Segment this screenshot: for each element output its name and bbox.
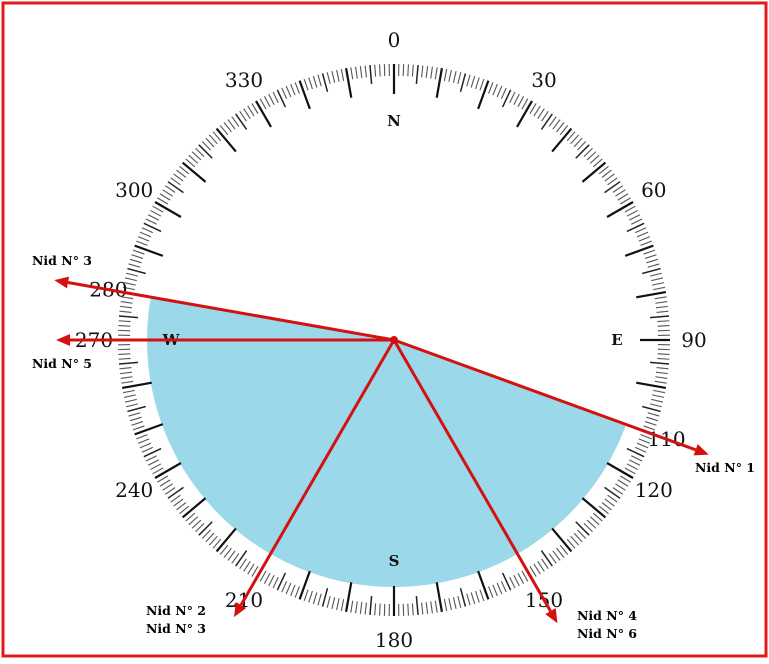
tick-3 (408, 64, 409, 76)
degree-label-30: 30 (531, 68, 556, 92)
degree-label-180: 180 (375, 628, 413, 652)
nest-label-150-1: Nid N° 4 (577, 608, 637, 623)
tick-87 (658, 326, 670, 327)
degree-label-120: 120 (635, 478, 673, 502)
north-letter: N (387, 112, 401, 130)
degree-label-240: 240 (115, 478, 153, 502)
degree-label-330: 330 (225, 68, 263, 92)
nest-label-210-1: Nid N° 2 (146, 603, 206, 618)
tick-273 (118, 326, 130, 327)
east-letter: E (611, 331, 622, 349)
tick-93 (658, 354, 670, 355)
tick-357 (380, 64, 381, 76)
tick-177 (408, 604, 409, 616)
degree-label-0: 0 (388, 28, 401, 52)
degree-label-300: 300 (115, 178, 153, 202)
nest-label-270-1: Nid N° 5 (32, 356, 92, 371)
nest-label-210-2: Nid N° 3 (146, 621, 206, 636)
nest-label-280-1: Nid N° 3 (32, 253, 92, 268)
nest-label-150-2: Nid N° 6 (577, 626, 637, 641)
degree-label-60: 60 (641, 178, 666, 202)
tick-183 (380, 604, 381, 616)
south-letter: S (389, 552, 400, 570)
arrow-origin-dot (390, 336, 398, 344)
nest-label-110-1: Nid N° 1 (695, 460, 755, 475)
degree-label-90: 90 (681, 328, 706, 352)
tick-267 (118, 354, 130, 355)
